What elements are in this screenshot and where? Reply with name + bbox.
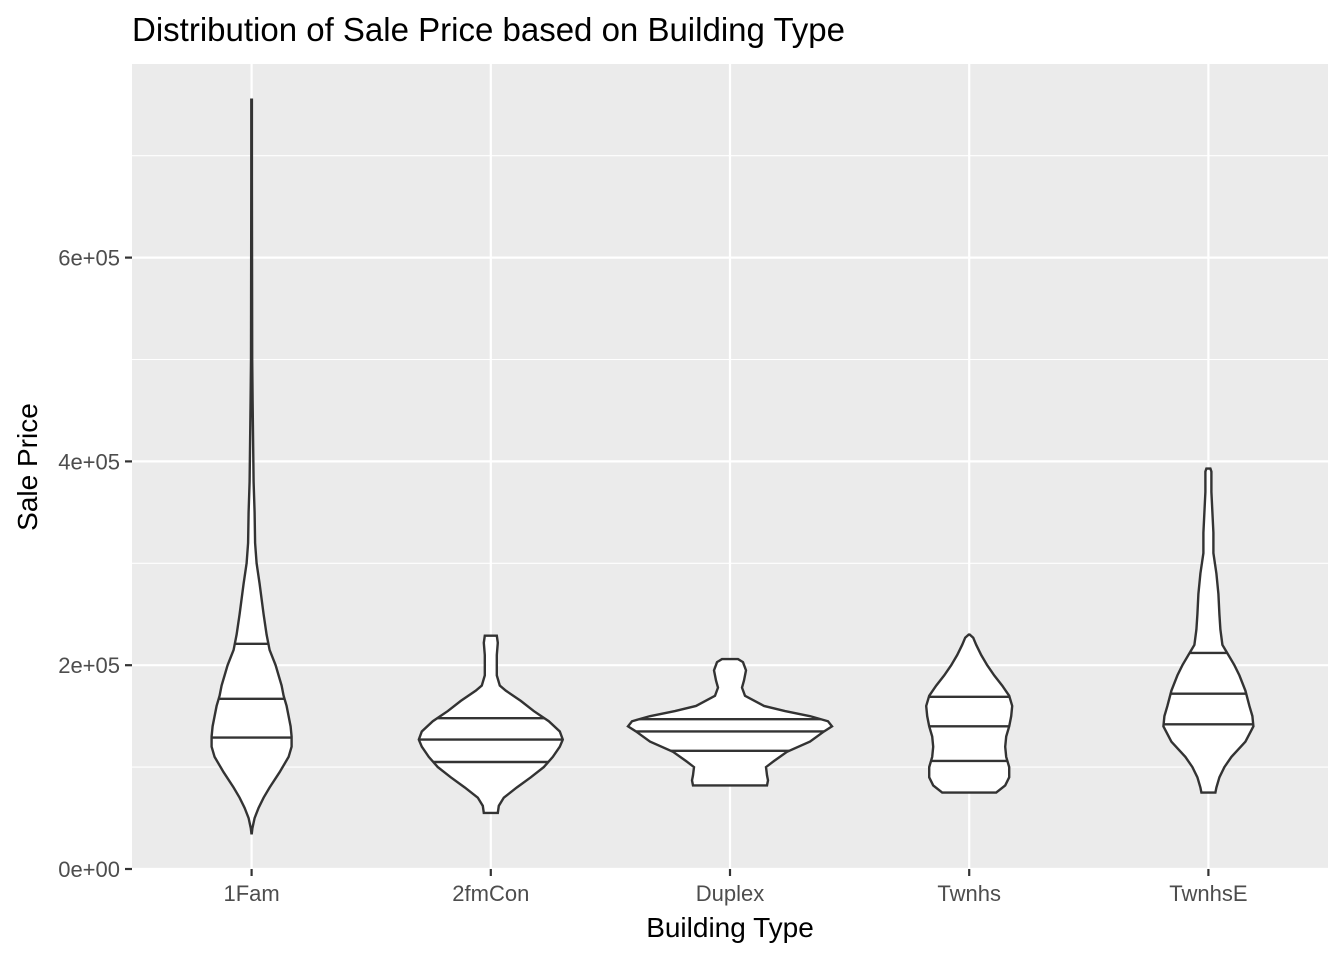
violin-2fmCon (417, 634, 565, 815)
violin-1Fam (210, 98, 293, 835)
x-axis-title: Building Type (646, 912, 814, 943)
violins (210, 98, 1255, 835)
x-tick-label: 2fmCon (452, 881, 529, 906)
y-axis: 0e+00 2e+05 4e+05 6e+05 (58, 246, 132, 882)
y-tick-label: 0e+00 (58, 857, 120, 882)
violin-Twnhs (924, 633, 1014, 794)
chart-title: Distribution of Sale Price based on Buil… (132, 11, 845, 48)
y-tick-label: 4e+05 (58, 449, 120, 474)
x-tick-label: TwnhsE (1169, 881, 1247, 906)
x-tick-label: Duplex (696, 881, 764, 906)
y-tick-label: 6e+05 (58, 246, 120, 271)
y-tick-label: 2e+05 (58, 653, 120, 678)
violin-Duplex (626, 657, 834, 787)
x-tick-label: 1Fam (223, 881, 279, 906)
violin-TwnhsE (1162, 467, 1255, 794)
x-tick-label: Twnhs (937, 881, 1001, 906)
x-axis: 1Fam 2fmCon Duplex Twnhs TwnhsE (223, 869, 1248, 906)
y-axis-title: Sale Price (12, 403, 43, 531)
